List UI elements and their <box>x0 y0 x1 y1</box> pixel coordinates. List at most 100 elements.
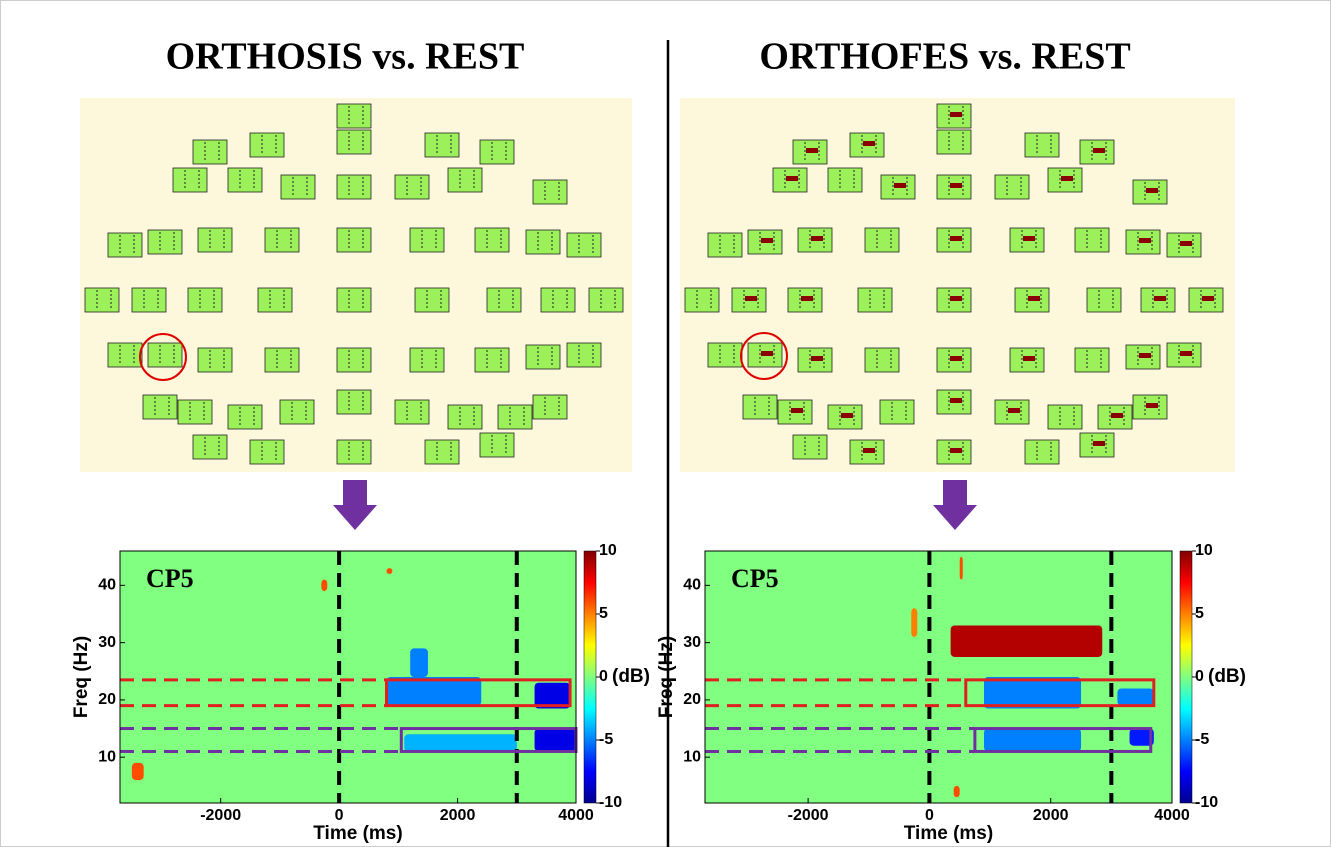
thumb-blob <box>950 448 962 453</box>
tf-patch <box>410 648 428 677</box>
thumb-blob <box>1154 296 1166 301</box>
x-tick-label: 0 <box>335 807 344 824</box>
thumbnail <box>337 288 371 312</box>
thumbnail <box>708 343 742 367</box>
tf-patch <box>984 677 1081 709</box>
thumb-blob <box>1028 296 1040 301</box>
x-tick-label: 4000 <box>558 807 594 824</box>
annotation: CP5 <box>731 564 779 593</box>
thumbnail <box>480 433 514 457</box>
thumbnail <box>132 288 166 312</box>
thumbnail <box>395 175 429 199</box>
annotation: CP5 <box>146 564 194 593</box>
thumbnail <box>1075 228 1109 252</box>
thumbnail <box>425 440 459 464</box>
thumbnail <box>265 348 299 372</box>
thumb-blob <box>1061 176 1073 181</box>
y-tick-label: 40 <box>98 577 116 594</box>
thumb-blob <box>1111 413 1123 418</box>
thumbnail <box>250 133 284 157</box>
tf-patch <box>404 734 517 751</box>
thumbnail <box>415 288 449 312</box>
thumb-blob <box>811 356 823 361</box>
thumbnail <box>1075 348 1109 372</box>
thumb-blob <box>1202 296 1214 301</box>
thumbnail <box>1025 133 1059 157</box>
y-axis-label: Freq (Hz) <box>656 636 677 718</box>
thumb-blob <box>791 408 803 413</box>
thumbnail <box>148 230 182 254</box>
y-tick-label: 20 <box>98 691 116 708</box>
thumbnail <box>228 168 262 192</box>
thumbnail <box>858 288 892 312</box>
thumbnail <box>250 440 284 464</box>
thumb-blob <box>1146 188 1158 193</box>
x-tick-label: 2000 <box>1033 807 1069 824</box>
thumbnail <box>85 288 119 312</box>
panel-title: ORTHOFES vs. REST <box>759 36 1130 78</box>
thumbnail <box>1087 288 1121 312</box>
colorbar-tick-label: -5 <box>599 731 613 748</box>
thumb-blob <box>894 183 906 188</box>
tf-patch <box>535 729 576 752</box>
thumb-blob <box>950 112 962 117</box>
tf-patch <box>911 608 917 637</box>
thumbnail <box>526 230 560 254</box>
thumbnail <box>487 288 521 312</box>
colorbar-tick-label: -10 <box>1195 794 1218 811</box>
thumbnail <box>475 228 509 252</box>
colorbar <box>584 551 596 803</box>
thumb-blob <box>1023 236 1035 241</box>
thumbnail <box>148 343 182 367</box>
thumb-blob <box>1146 403 1158 408</box>
thumbnail <box>410 348 444 372</box>
thumbnail <box>589 288 623 312</box>
thumbnail <box>193 435 227 459</box>
thumb-blob <box>1139 238 1151 243</box>
tf-patch <box>132 763 144 780</box>
thumbnail <box>143 395 177 419</box>
thumb-blob <box>786 176 798 181</box>
thumbnail <box>337 228 371 252</box>
thumbnail <box>178 400 212 424</box>
y-tick-label: 10 <box>98 748 116 765</box>
tf-patch <box>321 580 327 591</box>
thumbnail <box>533 180 567 204</box>
arrow <box>333 480 377 530</box>
thumb-blob <box>1093 148 1105 153</box>
colorbar-tick-label: -10 <box>599 794 622 811</box>
thumb-blob <box>761 351 773 356</box>
y-tick-label: 30 <box>98 634 116 651</box>
thumbnail <box>108 233 142 257</box>
thumbnail <box>448 405 482 429</box>
thumb-blob <box>761 238 773 243</box>
thumbnail <box>281 175 315 199</box>
thumbnail <box>198 228 232 252</box>
thumbnail <box>337 390 371 414</box>
x-axis-label: Time (ms) <box>904 823 993 844</box>
thumb-blob <box>1093 441 1105 446</box>
colorbar-tick-label: 5 <box>599 605 608 622</box>
thumbnail <box>425 133 459 157</box>
colorbar-tick-label: 0 <box>599 668 608 685</box>
tf-patch <box>386 568 392 574</box>
thumbnail <box>937 130 971 154</box>
thumbnail <box>685 288 719 312</box>
thumbnail <box>828 168 862 192</box>
thumbnail <box>280 400 314 424</box>
tf-patch <box>984 729 1081 752</box>
thumb-blob <box>950 296 962 301</box>
thumbnail <box>567 233 601 257</box>
thumbnail <box>228 405 262 429</box>
tf-patch <box>954 786 960 797</box>
x-tick-label: 2000 <box>440 807 476 824</box>
thumbnail <box>410 228 444 252</box>
thumbnail <box>193 140 227 164</box>
thumbnail <box>475 348 509 372</box>
colorbar-tick-label: 10 <box>599 542 617 559</box>
colorbar-tick-label: 5 <box>1195 605 1204 622</box>
thumb-blob <box>863 141 875 146</box>
tf-patch <box>960 557 963 580</box>
y-tick-label: 20 <box>683 691 701 708</box>
panel-title: ORTHOSIS vs. REST <box>166 36 525 78</box>
